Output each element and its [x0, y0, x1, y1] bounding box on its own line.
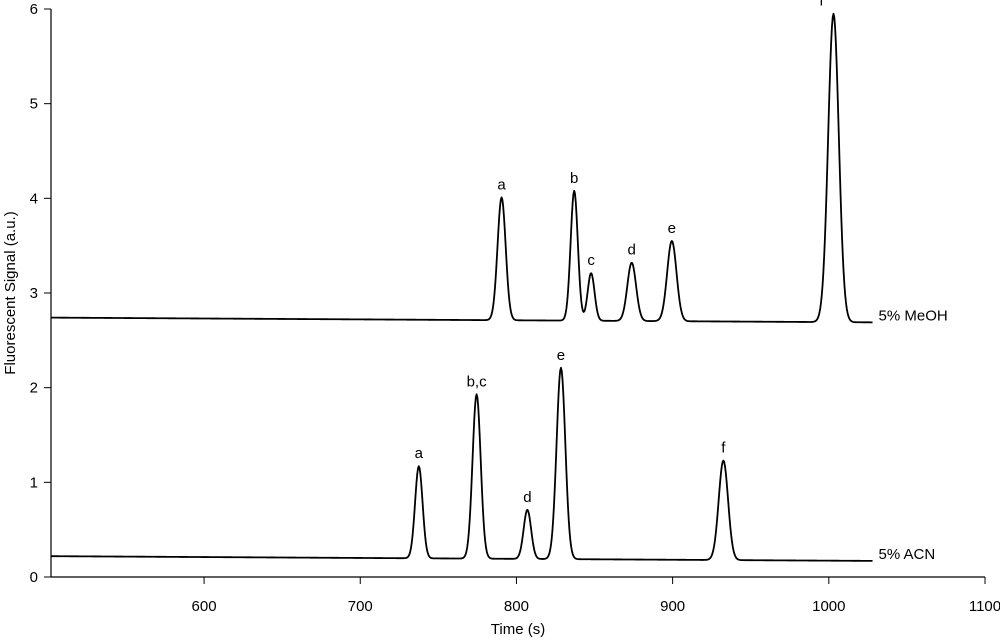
- peak-labels: a b c d e f 5% MeOH a b,c d e f 5% ACN: [415, 0, 948, 563]
- x-axis-ticks: 600 700 800 900 1000 1100: [192, 577, 1000, 615]
- y-tick-label: 3: [30, 285, 38, 302]
- x-tick-label: 600: [192, 598, 217, 615]
- y-tick-label: 1: [30, 474, 38, 491]
- peak-label-a: a: [497, 176, 506, 193]
- trace-meoh: [50, 12, 873, 324]
- y-tick-label: 2: [30, 380, 38, 397]
- traces: [50, 12, 873, 562]
- y-axis-ticks: 0 1 2 3 4 5 6: [30, 1, 51, 586]
- peak-label-c: c: [587, 252, 595, 269]
- trace-acn: [50, 366, 873, 562]
- peak-label-f: f: [819, 0, 824, 10]
- x-axis-title: Time (s): [491, 621, 545, 638]
- x-tick-label: 1000: [812, 598, 845, 615]
- peak-label-e: e: [557, 347, 565, 364]
- x-tick-label: 700: [348, 598, 373, 615]
- y-tick-label: 4: [30, 190, 38, 207]
- peak-label-b: b: [570, 170, 578, 187]
- peak-label-d: d: [628, 242, 636, 259]
- x-tick-label: 1100: [969, 598, 1000, 615]
- y-tick-label: 5: [30, 96, 38, 113]
- y-tick-label: 0: [30, 569, 38, 586]
- y-axis-title: Fluorescent Signal (a.u.): [2, 211, 19, 374]
- y-tick-label: 6: [30, 1, 38, 18]
- x-tick-label: 800: [504, 598, 529, 615]
- peak-label-f: f: [721, 440, 726, 457]
- series-label: 5% ACN: [879, 546, 936, 563]
- peak-label-bc: b,c: [467, 373, 488, 390]
- peak-label-d: d: [523, 489, 531, 506]
- peak-label-e: e: [668, 220, 676, 237]
- x-tick-label: 900: [660, 598, 685, 615]
- peak-label-a: a: [415, 445, 424, 462]
- series-label: 5% MeOH: [879, 307, 948, 324]
